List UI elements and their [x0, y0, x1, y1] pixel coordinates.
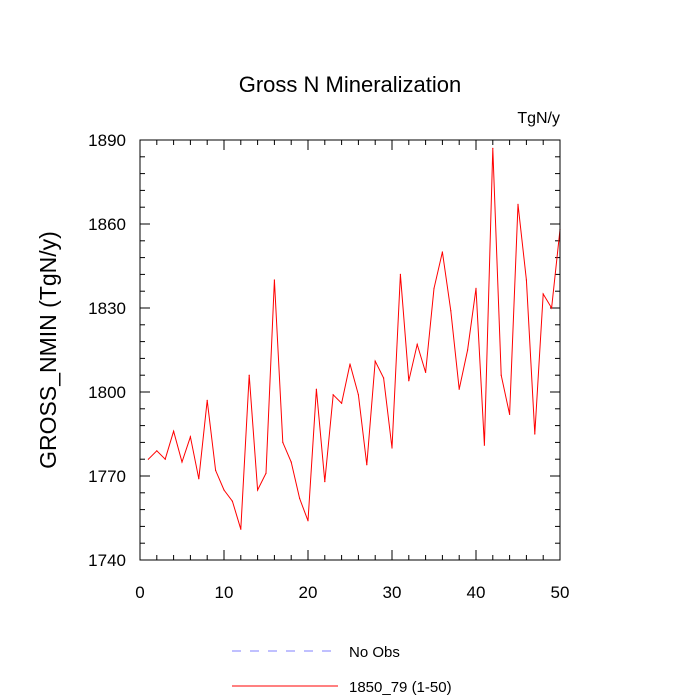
data-point	[349, 363, 351, 365]
y-tick-label: 1740	[88, 551, 126, 570]
data-point	[240, 528, 242, 530]
data-point	[391, 447, 393, 449]
series-layer	[147, 147, 561, 530]
data-point	[248, 374, 250, 376]
x-tick-label: 50	[551, 583, 570, 602]
x-tick-label: 10	[215, 583, 234, 602]
data-point	[215, 469, 217, 471]
data-point	[542, 293, 544, 295]
data-point	[467, 349, 469, 351]
plot-frame	[139, 139, 561, 561]
data-point	[156, 450, 158, 452]
data-point	[509, 413, 511, 415]
x-tick-label: 40	[467, 583, 486, 602]
axis-ticks	[139, 139, 561, 561]
tick-labels: 0 10 20 30 40 50 1740 1770 1800 1830 1860 1890	[88, 131, 569, 602]
data-point	[181, 461, 183, 463]
data-point	[164, 458, 166, 460]
data-point	[475, 287, 477, 289]
data-point	[492, 147, 494, 149]
y-tick-label: 1890	[88, 131, 126, 150]
data-point	[441, 251, 443, 253]
legend-label-no-obs: No Obs	[349, 644, 400, 661]
data-point	[433, 287, 435, 289]
data-point	[366, 464, 368, 466]
data-point	[282, 441, 284, 443]
series-line-0	[148, 148, 561, 530]
data-point	[206, 399, 208, 401]
y-axis-label: GROSS_NMIN (TgN/y)	[35, 231, 61, 469]
legend: No Obs 1850_79 (1-50)	[232, 644, 452, 696]
data-point	[500, 374, 502, 376]
data-point	[223, 489, 225, 491]
y-tick-label: 1800	[88, 383, 126, 402]
data-point	[450, 310, 452, 312]
data-point	[408, 380, 410, 382]
data-point	[307, 520, 309, 522]
x-tick-label: 30	[383, 583, 402, 602]
data-point	[257, 489, 259, 491]
data-point	[299, 497, 301, 499]
data-point	[483, 444, 485, 446]
x-tick-label: 20	[299, 583, 318, 602]
data-point	[231, 500, 233, 502]
data-point	[525, 279, 528, 281]
data-point	[324, 481, 326, 483]
data-point	[357, 394, 359, 396]
data-point	[534, 433, 536, 435]
data-point	[458, 388, 460, 390]
data-point	[341, 402, 343, 404]
data-point	[551, 307, 553, 309]
data-point	[383, 377, 385, 379]
data-point	[290, 461, 292, 463]
chart-title: Gross N Mineralization	[239, 72, 462, 97]
data-point	[416, 343, 418, 345]
units-label: TgN/y	[517, 110, 560, 127]
data-point	[374, 360, 376, 362]
data-point	[147, 458, 149, 460]
y-tick-label: 1860	[88, 215, 126, 234]
x-tick-label: 0	[135, 583, 144, 602]
legend-label-1850-79: 1850_79 (1-50)	[349, 679, 452, 696]
data-point	[425, 371, 427, 373]
data-point	[265, 472, 267, 474]
y-tick-label: 1830	[88, 299, 126, 318]
data-point	[198, 478, 200, 480]
data-point	[517, 203, 519, 205]
data-point	[399, 273, 401, 275]
data-point	[315, 388, 317, 390]
data-point	[189, 436, 191, 438]
data-point	[332, 394, 334, 396]
y-tick-label: 1770	[88, 467, 126, 486]
data-point	[273, 279, 275, 281]
data-point	[173, 430, 175, 432]
